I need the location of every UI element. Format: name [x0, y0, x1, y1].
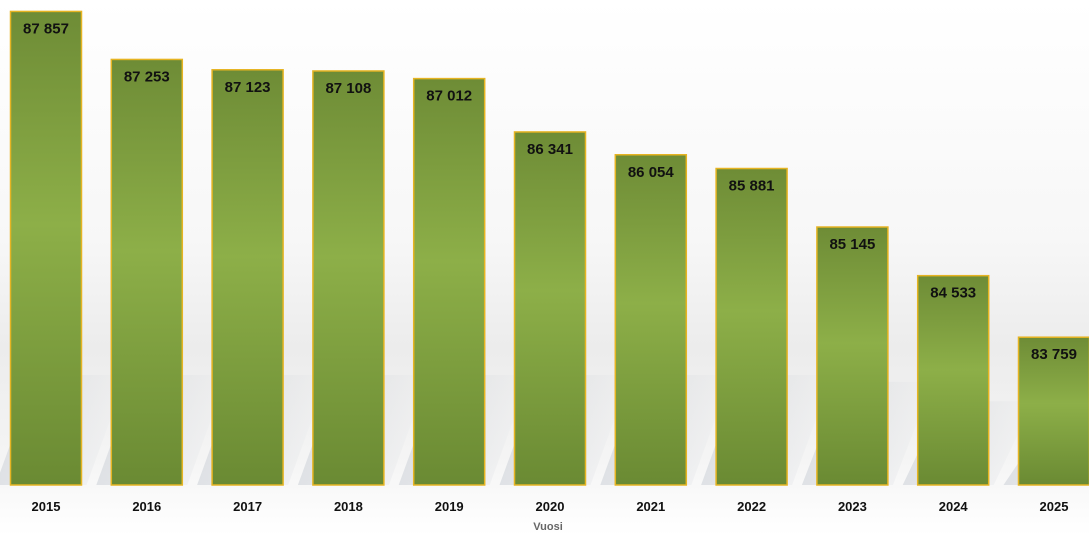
x-tick-label-2022: 2022 [737, 499, 766, 514]
value-label-2020: 86 341 [527, 141, 573, 158]
value-label-2017: 87 123 [225, 79, 271, 96]
bar-2018 [312, 70, 385, 486]
bar-2024 [916, 274, 990, 486]
value-label-2022: 85 881 [729, 178, 775, 195]
value-label-2024: 84 533 [930, 285, 976, 302]
x-tick-label-2021: 2021 [636, 499, 665, 514]
x-tick-label-2016: 2016 [132, 499, 161, 514]
value-label-2025: 83 759 [1031, 346, 1077, 363]
x-tick-label-2023: 2023 [838, 499, 867, 514]
bar-2017 [211, 69, 284, 486]
x-tick-label-2024: 2024 [939, 499, 969, 514]
bar-2022 [715, 167, 788, 486]
bar-2019 [412, 77, 486, 486]
x-tick-label-2025: 2025 [1040, 499, 1069, 514]
bar-2016 [110, 58, 184, 486]
x-tick-label-2020: 2020 [536, 499, 565, 514]
value-label-2019: 87 012 [426, 88, 472, 105]
x-tick-label-2018: 2018 [334, 499, 363, 514]
value-labels-group: 87 857 87 253 87 123 87 108 87 012 86 341 86 0… [23, 20, 1077, 363]
x-tick-label-2017: 2017 [233, 499, 262, 514]
bar-2023 [816, 226, 889, 486]
value-label-2023: 85 145 [829, 236, 875, 253]
value-label-2016: 87 253 [124, 68, 170, 85]
x-axis-title: Vuosi [533, 521, 563, 533]
bar-2021 [614, 154, 688, 486]
value-label-2015: 87 857 [23, 20, 69, 37]
value-label-2018: 87 108 [325, 80, 371, 97]
bar-2020 [513, 131, 587, 486]
x-tick-labels-group: 2015 2016 2017 2018 2019 2020 2021 2022 2023 2024… [32, 499, 1069, 514]
x-tick-label-2015: 2015 [32, 499, 61, 514]
value-label-2021: 86 054 [628, 164, 675, 181]
bar-2025 [1017, 336, 1089, 486]
bars-group [9, 10, 1089, 486]
bar-2015 [9, 10, 83, 486]
x-tick-label-2019: 2019 [435, 499, 464, 514]
